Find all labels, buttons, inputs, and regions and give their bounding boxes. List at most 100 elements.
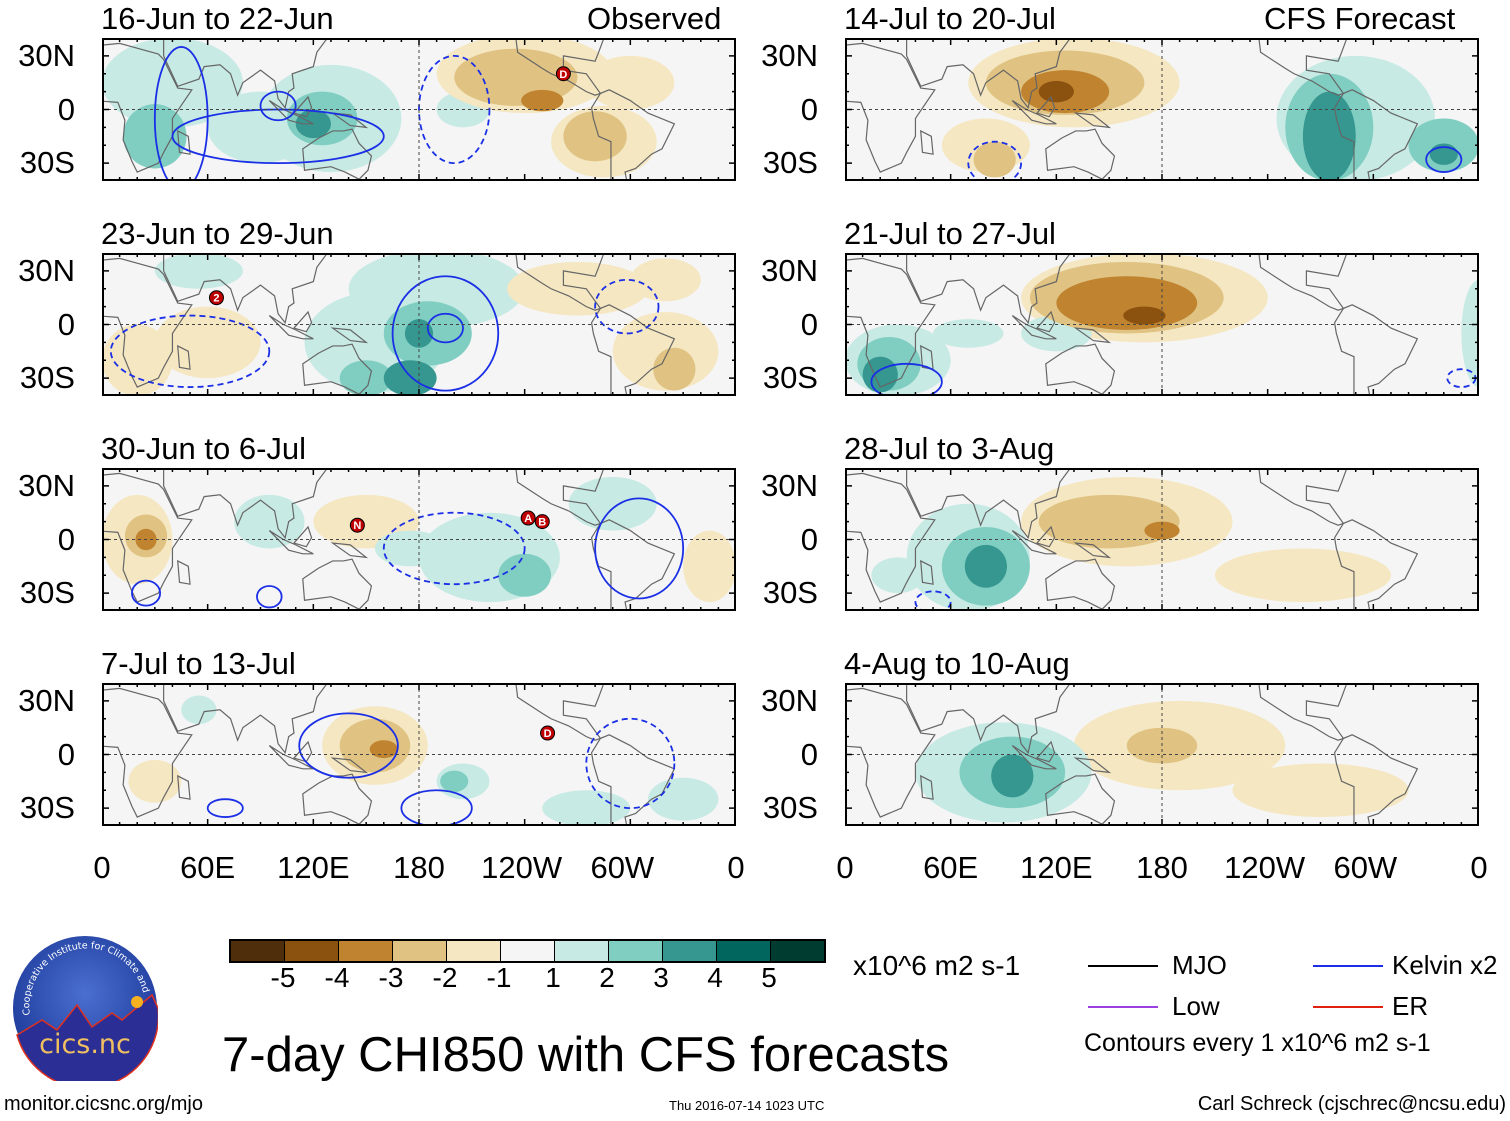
wet-anomaly [498, 553, 552, 597]
coastline [590, 734, 676, 826]
coastline [1045, 343, 1116, 395]
coastline [590, 304, 676, 396]
coastline [590, 89, 676, 181]
kelvin-contour [594, 497, 685, 600]
storm-marker-label: A [524, 513, 532, 525]
coastline [177, 344, 191, 370]
dry-anomaly [1038, 494, 1180, 549]
colorbar-swatch [285, 941, 339, 961]
coastline [845, 257, 936, 388]
x-tick-label: 120E [1020, 850, 1093, 885]
mjo-legend-label: MJO [1172, 950, 1227, 980]
colorbar-units: x10^6 m2 s-1 [853, 950, 1021, 981]
wet-anomaly [933, 319, 1004, 348]
observed-label: Observed [587, 1, 722, 36]
logo-text: cics.nc [39, 1029, 131, 1060]
er-legend-line [1313, 1006, 1383, 1008]
chi850-map [845, 38, 1479, 181]
colorbar-label: 2 [599, 962, 615, 993]
coastline [1073, 757, 1112, 774]
coastline [906, 683, 1072, 755]
panel-title: 16-Jun to 22-Jun [101, 1, 334, 36]
low-legend-line [1088, 1006, 1158, 1008]
coastline [845, 687, 936, 818]
coastline [102, 472, 193, 603]
wet-anomaly [542, 790, 631, 826]
coastline [1045, 558, 1116, 610]
y-tick-label: 30S [762, 790, 818, 826]
colorbar-label: -1 [486, 962, 512, 993]
colorbar [229, 939, 826, 963]
x-tick-label: 60W [1333, 850, 1398, 885]
er-legend-label: ER [1392, 991, 1429, 1021]
coastline [102, 687, 193, 818]
y-tick-label: 30N [18, 682, 75, 718]
coastline [906, 253, 1072, 325]
dry-anomaly [507, 261, 648, 316]
colorbar-label: -2 [432, 962, 458, 993]
contours-note: Contours every 1 x10^6 m2 s-1 [1084, 1029, 1431, 1057]
kelvin-contour [967, 140, 1023, 181]
wet-anomaly [647, 777, 719, 821]
y-tick-label: 0 [800, 91, 818, 127]
kelvin-contour [153, 46, 209, 181]
kelvin-contour [206, 798, 244, 818]
colorbar-label: 1 [545, 962, 561, 993]
x-tick-label: 120E [277, 850, 350, 885]
colorbar-swatch [555, 941, 609, 961]
footer-url[interactable]: monitor.cicsnc.org/mjo [4, 1093, 203, 1115]
coastline [302, 343, 373, 395]
footer-author: Carl Schreck (cjschrec@ncsu.edu) [1197, 1093, 1506, 1115]
coastline [845, 472, 936, 603]
kelvin-contour [391, 275, 500, 392]
colorbar-swatch [771, 941, 824, 961]
colorbar-label: 3 [653, 962, 669, 993]
coastline [1045, 128, 1116, 180]
coastline [1333, 734, 1419, 826]
y-tick-label: 0 [800, 306, 818, 342]
colorbar-swatch [717, 941, 771, 961]
storm-marker-label: B [538, 517, 546, 529]
dry-anomaly [586, 55, 675, 110]
dry-anomaly [563, 111, 627, 162]
coastline [1035, 525, 1056, 548]
colorbar-label: -5 [270, 962, 296, 993]
dry-anomaly [1214, 548, 1391, 603]
wet-anomaly [234, 494, 305, 549]
chi850-map [845, 683, 1479, 826]
y-tick-label: 30S [19, 790, 75, 826]
wet-anomaly [991, 754, 1034, 798]
y-tick-label: 0 [57, 306, 75, 342]
y-tick-label: 0 [57, 521, 75, 557]
footer-timestamp: Thu 2016-07-14 1023 UTC [669, 1098, 825, 1113]
chi850-map [845, 468, 1479, 611]
coastline [163, 38, 329, 110]
coastline [1333, 89, 1419, 181]
y-tick-label: 30N [18, 467, 75, 503]
y-tick-label: 30S [19, 575, 75, 611]
coastline [330, 327, 369, 344]
chi850-map [845, 253, 1479, 396]
cics-logo: Cooperative Institute for Climate and Sa… [12, 935, 158, 1081]
kelvin-contour [109, 314, 271, 388]
wet-anomaly [964, 544, 1008, 588]
dry-anomaly [1038, 80, 1074, 103]
kelvin-contour [426, 312, 464, 344]
coastline [920, 129, 934, 155]
storm-marker [540, 725, 556, 741]
colorbar-label: -3 [378, 962, 404, 993]
x-tick-label: 0 [93, 850, 111, 885]
coastline [292, 310, 313, 333]
x-tick-label: 120W [1224, 850, 1306, 885]
coastline [102, 42, 193, 173]
coastline [302, 128, 373, 180]
panel-title: 4-Aug to 10-Aug [844, 646, 1070, 681]
colorbar-swatch [501, 941, 555, 961]
kelvin-legend-label: Kelvin x2 [1392, 950, 1498, 980]
dry-anomaly [630, 258, 701, 302]
kelvin-contour [594, 278, 660, 335]
kelvin-contour [259, 90, 297, 122]
coastline [102, 257, 193, 388]
kelvin-contour [382, 511, 526, 586]
y-tick-label: 0 [57, 736, 75, 772]
